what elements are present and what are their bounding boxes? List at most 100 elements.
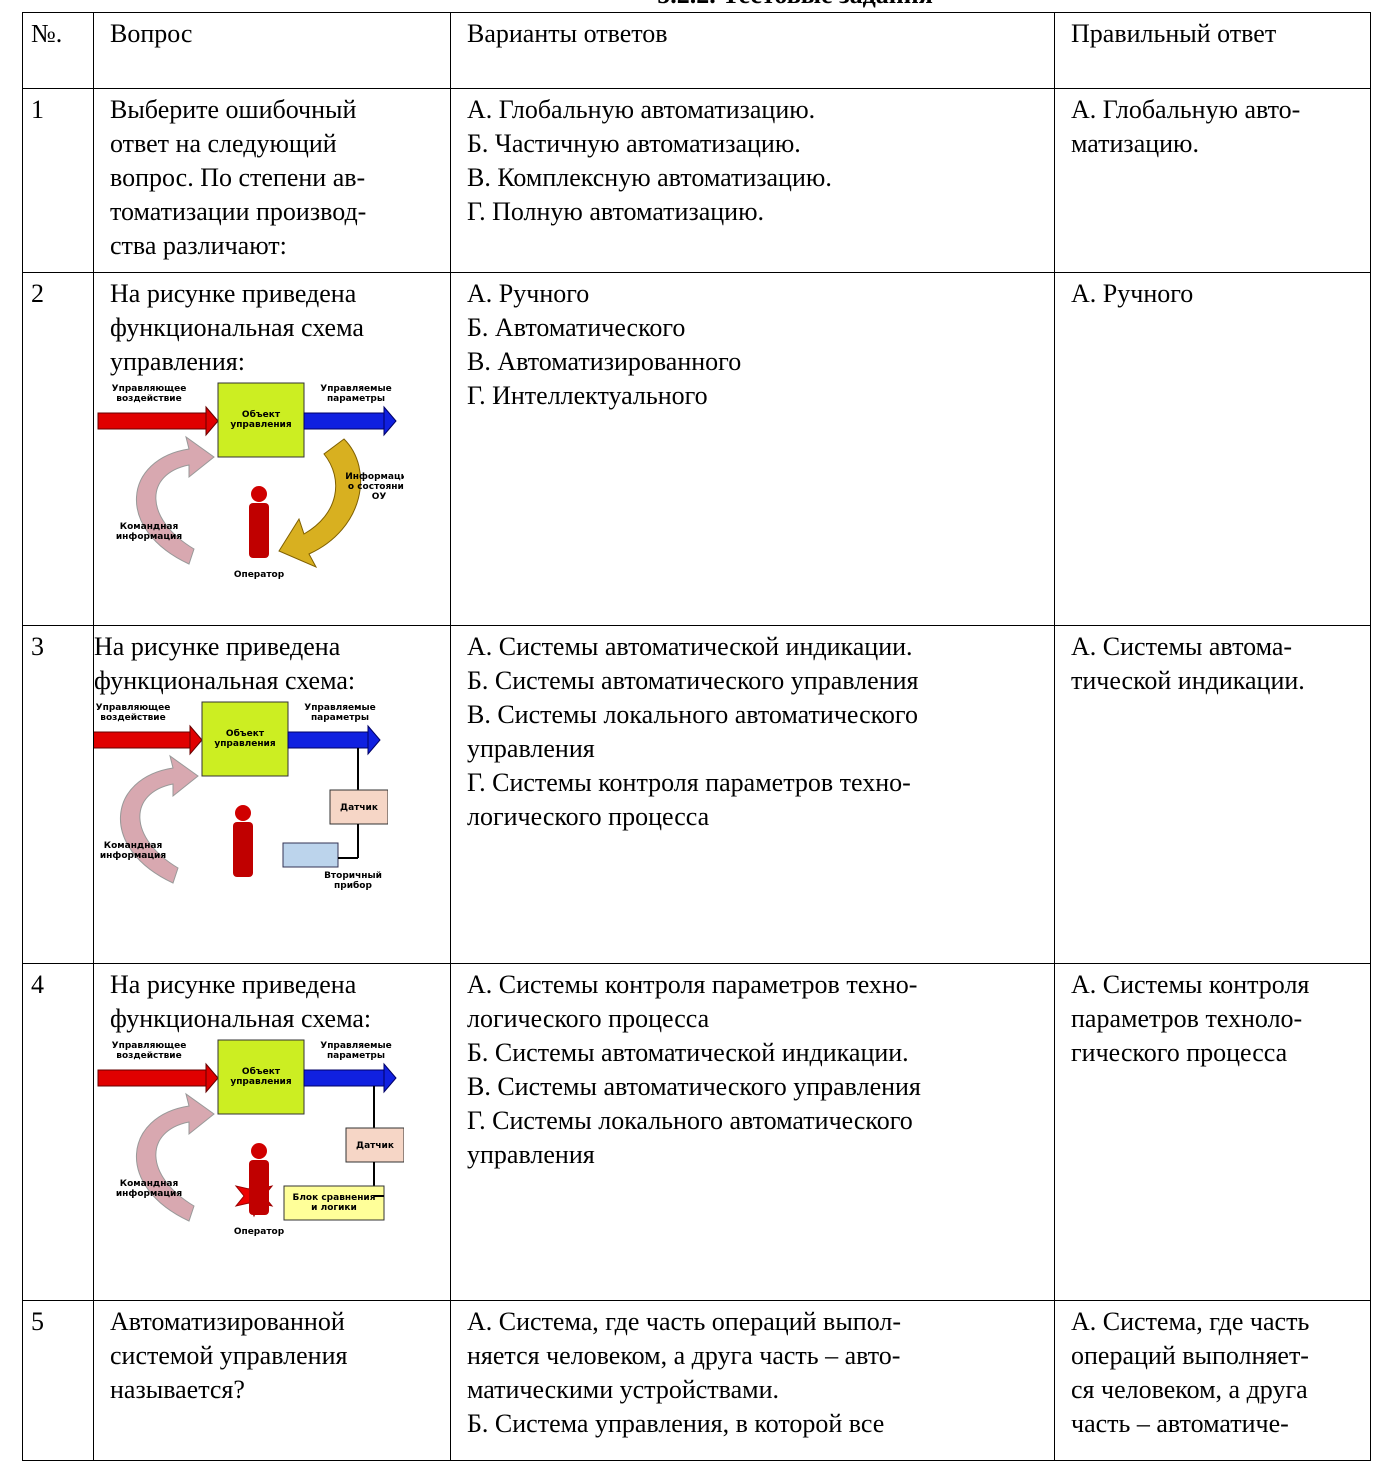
correct-line: А. Система, где часть (1071, 1307, 1310, 1336)
object-label-line: Объект (242, 409, 281, 420)
test-table: №. Вопрос Варианты ответов Правильный ответ… (22, 12, 1371, 1461)
curved-arrow (135, 1092, 215, 1222)
operator-head (251, 486, 267, 502)
correct-cell: А. Системы контроля параметров техноло-ги… (1054, 963, 1371, 1301)
sensor-box (345, 1127, 404, 1163)
question-cell: На рисунке приведена функциональная схема… (93, 625, 451, 964)
curved-arrow (119, 754, 199, 884)
question-line: системой управления (110, 1341, 348, 1370)
correct-cell: А. Ручного (1054, 272, 1371, 626)
table-row: 1 Выберите ошибочный ответ на следующий воп… (22, 88, 1371, 273)
operator-label: Оператор (234, 1227, 285, 1237)
column-header: Вопрос (93, 12, 451, 89)
input-label-line: воздействие (116, 1051, 181, 1061)
answer-line: Г. Полную автоматизацию. (467, 197, 765, 226)
operator-label-line: Оператор (234, 570, 285, 580)
object-label: Объект управления (214, 728, 276, 749)
object-box (217, 1039, 305, 1115)
operator-label-line: Оператор (234, 1227, 285, 1237)
row-number: 4 (22, 963, 94, 1301)
input-label-line: Управляющее (96, 703, 171, 713)
command-label-line: информация (116, 532, 182, 542)
question-line: функциональная схема (110, 313, 364, 342)
answer-line: матическими устройствами. (467, 1375, 780, 1404)
answer-line: управления (467, 1140, 595, 1169)
red-arrow (97, 1069, 207, 1087)
info-arrow (278, 438, 362, 569)
operator-body (249, 503, 269, 558)
output-label-line: Управляемые (320, 1041, 391, 1051)
correct-line: А. Глобальную авто- (1071, 95, 1301, 124)
output-label-line: Управляемые (304, 703, 375, 713)
correct-line: матизацию. (1071, 129, 1199, 158)
row-number: 5 (22, 1300, 94, 1461)
answer-line: В. Системы автоматического управления (467, 1072, 921, 1101)
info-label-line: о состоянии (348, 482, 404, 492)
sensor-label-line: Датчик (340, 803, 378, 813)
answer-line: няется человеком, а друга часть – авто- (467, 1341, 901, 1370)
header-row: №. Вопрос Варианты ответов Правильный ответ (22, 12, 1371, 89)
correct-line: ся человеком, а друга (1071, 1375, 1308, 1404)
operator-body (249, 1160, 269, 1215)
device-label: Вторичный прибор (324, 871, 382, 891)
table-row: 4 На рисунке приведена функциональная схем… (22, 963, 1371, 1301)
output-label: Управляемые параметры (320, 384, 391, 404)
sensor-label-line: Датчик (356, 1141, 394, 1151)
input-label-line: Управляющее (112, 1041, 187, 1051)
answer-line: А. Системы контроля параметров техно- (467, 970, 918, 999)
column-header: Варианты ответов (450, 12, 1055, 89)
blue-arrow-head (383, 1062, 397, 1094)
question-cell: На рисунке приведена функциональная схема… (93, 272, 451, 626)
question-line: ства различают: (110, 231, 287, 260)
question-cell: Выберите ошибочный ответ на следующий вопр… (93, 88, 451, 273)
diagram: Управляющее воздействие Объект управления Уп… (97, 1039, 404, 1237)
row-number: 3 (22, 625, 94, 964)
question-line: функциональная схема: (94, 666, 356, 695)
question-line: Автоматизированной (110, 1307, 345, 1336)
row-number: 2 (22, 272, 94, 626)
answer-line: логического процесса (467, 802, 710, 831)
correct-cell: А. Система, где часть операций выполняет-… (1054, 1300, 1371, 1461)
red-arrow-head (205, 405, 219, 437)
answer-line: Б. Системы автоматического управления (467, 666, 919, 695)
red-arrow-head (205, 1062, 219, 1094)
correct-line: часть – автоматиче- (1071, 1409, 1289, 1438)
input-label-line: Управляющее (112, 384, 187, 394)
red-arrow-head (189, 724, 203, 756)
answer-line: Г. Системы контроля параметров техно- (467, 768, 911, 797)
answer-line: управления (467, 734, 595, 763)
answers-cell: А. Система, где часть операций выпол-няе… (450, 1300, 1055, 1461)
question-line: На рисунке приведена (94, 632, 341, 661)
object-label-line: управления (214, 739, 276, 749)
answers-cell: А. Глобальную автоматизацию. Б. Частичную… (450, 88, 1055, 273)
answer-line: А. Системы автоматической индикации. (467, 632, 913, 661)
question-line: томатизации производ- (110, 197, 367, 226)
blue-arrow (303, 412, 385, 430)
question-line: вопрос. По степени ав- (110, 163, 366, 192)
answer-line: В. Комплексную автоматизацию. (467, 163, 832, 192)
answer-line: Г. Системы локального автоматического (467, 1106, 913, 1135)
input-label: Управляющее воздействие (96, 703, 171, 723)
correct-line: операций выполняет- (1071, 1341, 1309, 1370)
answer-line: Г. Интеллектуального (467, 381, 708, 410)
answer-line: Б. Системы автоматической индикации. (467, 1038, 909, 1067)
correct-line: А. Ручного (1071, 279, 1194, 308)
answer-line: В. Автоматизированного (467, 347, 742, 376)
object-label-line: управления (230, 1077, 292, 1087)
object-label-line: управления (230, 420, 292, 430)
question-cell: Автоматизированной системой управления наз… (93, 1300, 451, 1461)
question-line: На рисунке приведена (110, 279, 357, 308)
command-label-line: информация (100, 851, 166, 861)
table-row: 5 Автоматизированной системой управления на… (22, 1300, 1371, 1461)
question-line: На рисунке приведена (110, 970, 357, 999)
object-box (217, 382, 305, 458)
info-label-line: ОУ (372, 492, 387, 502)
operator-body (233, 822, 253, 877)
output-label: Управляемые параметры (304, 703, 375, 723)
object-label: Объект управления (230, 409, 292, 430)
answer-line: А. Система, где часть операций выпол- (467, 1307, 901, 1336)
sensor-box (329, 789, 388, 825)
command-label-line: Командная (120, 522, 179, 532)
